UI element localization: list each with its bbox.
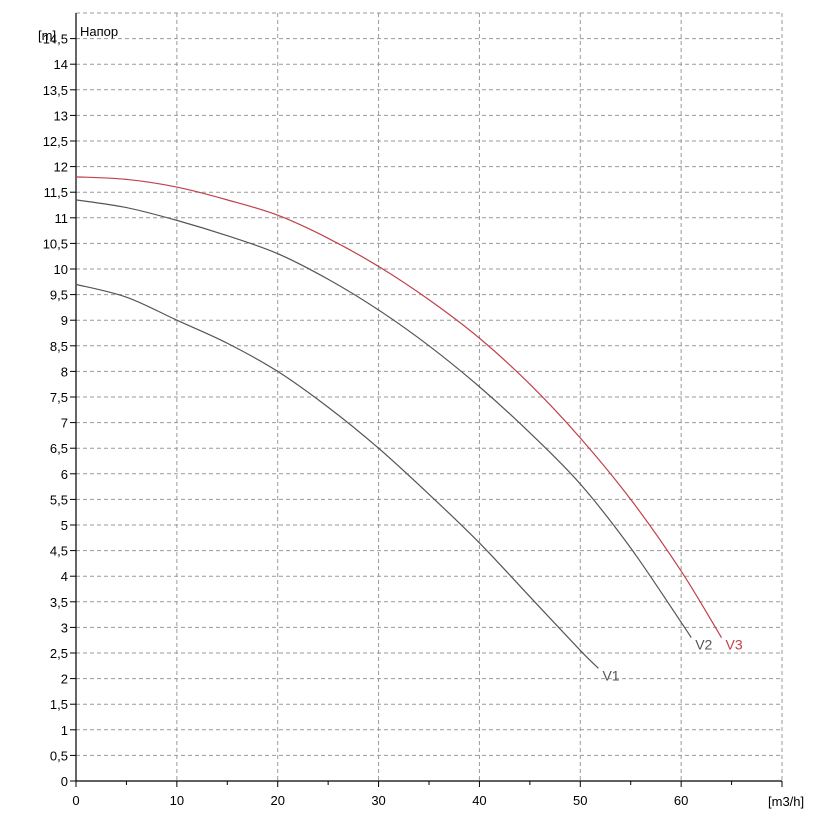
y-tick-label: 14,5 <box>43 32 68 47</box>
series-lines <box>75 176 722 669</box>
series-line-v2 <box>75 199 692 638</box>
axes <box>70 13 783 787</box>
y-tick-label: 6,5 <box>50 441 68 456</box>
x-tick-label: 10 <box>170 793 184 808</box>
y-tick-label: 9 <box>61 313 68 328</box>
x-axis-unit-label: [m3/h] <box>768 794 804 809</box>
y-tick-label: 3 <box>61 620 68 635</box>
y-tick-label: 4,5 <box>50 544 68 559</box>
y-tick-label: 6 <box>61 467 68 482</box>
y-tick-label: 14 <box>54 57 68 72</box>
y-tick-label: 5 <box>61 518 68 533</box>
y-tick-label: 4 <box>61 569 68 584</box>
series-line-v3 <box>75 176 722 638</box>
y-tick-label: 11 <box>55 211 69 226</box>
y-tick-label: 0,5 <box>50 748 68 763</box>
series-label-v1: V1 <box>602 667 619 683</box>
y-tick-label: 5,5 <box>50 492 68 507</box>
y-tick-label: 0 <box>61 774 68 789</box>
tick-labels: 00,511,522,533,544,555,566,577,588,599,5… <box>43 32 743 808</box>
y-tick-label: 12,5 <box>43 134 68 149</box>
y-tick-label: 13,5 <box>43 83 68 98</box>
y-tick-label: 3,5 <box>50 595 68 610</box>
series-label-v3: V3 <box>725 637 742 653</box>
y-tick-label: 9,5 <box>50 288 68 303</box>
y-axis-unit-label: [m] <box>38 28 56 43</box>
y-tick-label: 8 <box>61 364 68 379</box>
y-tick-label: 7 <box>61 416 68 431</box>
x-tick-label: 30 <box>371 793 385 808</box>
y-tick-label: 13 <box>54 108 68 123</box>
series-label-v2: V2 <box>695 637 712 653</box>
grid <box>76 12 783 781</box>
y-tick-label: 10 <box>54 262 68 277</box>
y-tick-label: 1 <box>61 723 68 738</box>
y-tick-label: 2,5 <box>50 646 68 661</box>
y-tick-label: 11,5 <box>44 185 68 200</box>
y-tick-label: 2 <box>61 672 68 687</box>
y-tick-label: 1,5 <box>50 697 68 712</box>
series-line-v1 <box>75 283 599 669</box>
y-tick-label: 8,5 <box>50 339 68 354</box>
x-tick-label: 40 <box>472 793 486 808</box>
x-tick-label: 60 <box>674 793 688 808</box>
x-tick-label: 0 <box>72 793 79 808</box>
chart-title: Напор <box>80 24 118 39</box>
y-tick-label: 12 <box>54 160 68 175</box>
x-tick-label: 20 <box>270 793 284 808</box>
x-tick-label: 50 <box>573 793 587 808</box>
y-tick-label: 7,5 <box>50 390 68 405</box>
y-tick-label: 10,5 <box>43 236 68 251</box>
